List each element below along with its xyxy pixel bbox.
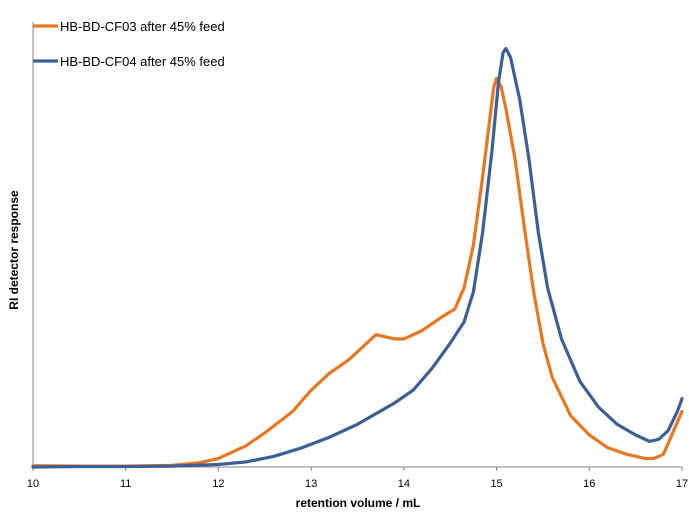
x-tick-label: 11 — [120, 478, 131, 490]
x-tick-labels: 10 11 12 13 14 15 16 17 — [27, 478, 688, 490]
x-tick-label: 12 — [212, 478, 224, 490]
x-tick-label: 10 — [27, 478, 39, 490]
series-layer — [31, 46, 684, 469]
series-line-2 — [31, 46, 684, 469]
x-axis-title: retention volume / mL — [296, 496, 421, 510]
x-tick-label: 16 — [583, 478, 595, 490]
legend-label-1: HB-BD-CF03 after 45% feed — [60, 19, 225, 34]
legend: HB-BD-CF03 after 45% feed HB-BD-CF04 afte… — [33, 19, 225, 69]
series-line-1 — [31, 76, 684, 468]
x-tick-label: 13 — [305, 478, 317, 490]
axes — [32, 22, 683, 471]
legend-label-2: HB-BD-CF04 after 45% feed — [60, 54, 225, 69]
x-tick-label: 14 — [398, 478, 410, 490]
x-tick-label: 17 — [676, 478, 688, 490]
y-axis-title: RI detector response — [7, 190, 21, 310]
x-tick-label: 15 — [490, 478, 502, 490]
